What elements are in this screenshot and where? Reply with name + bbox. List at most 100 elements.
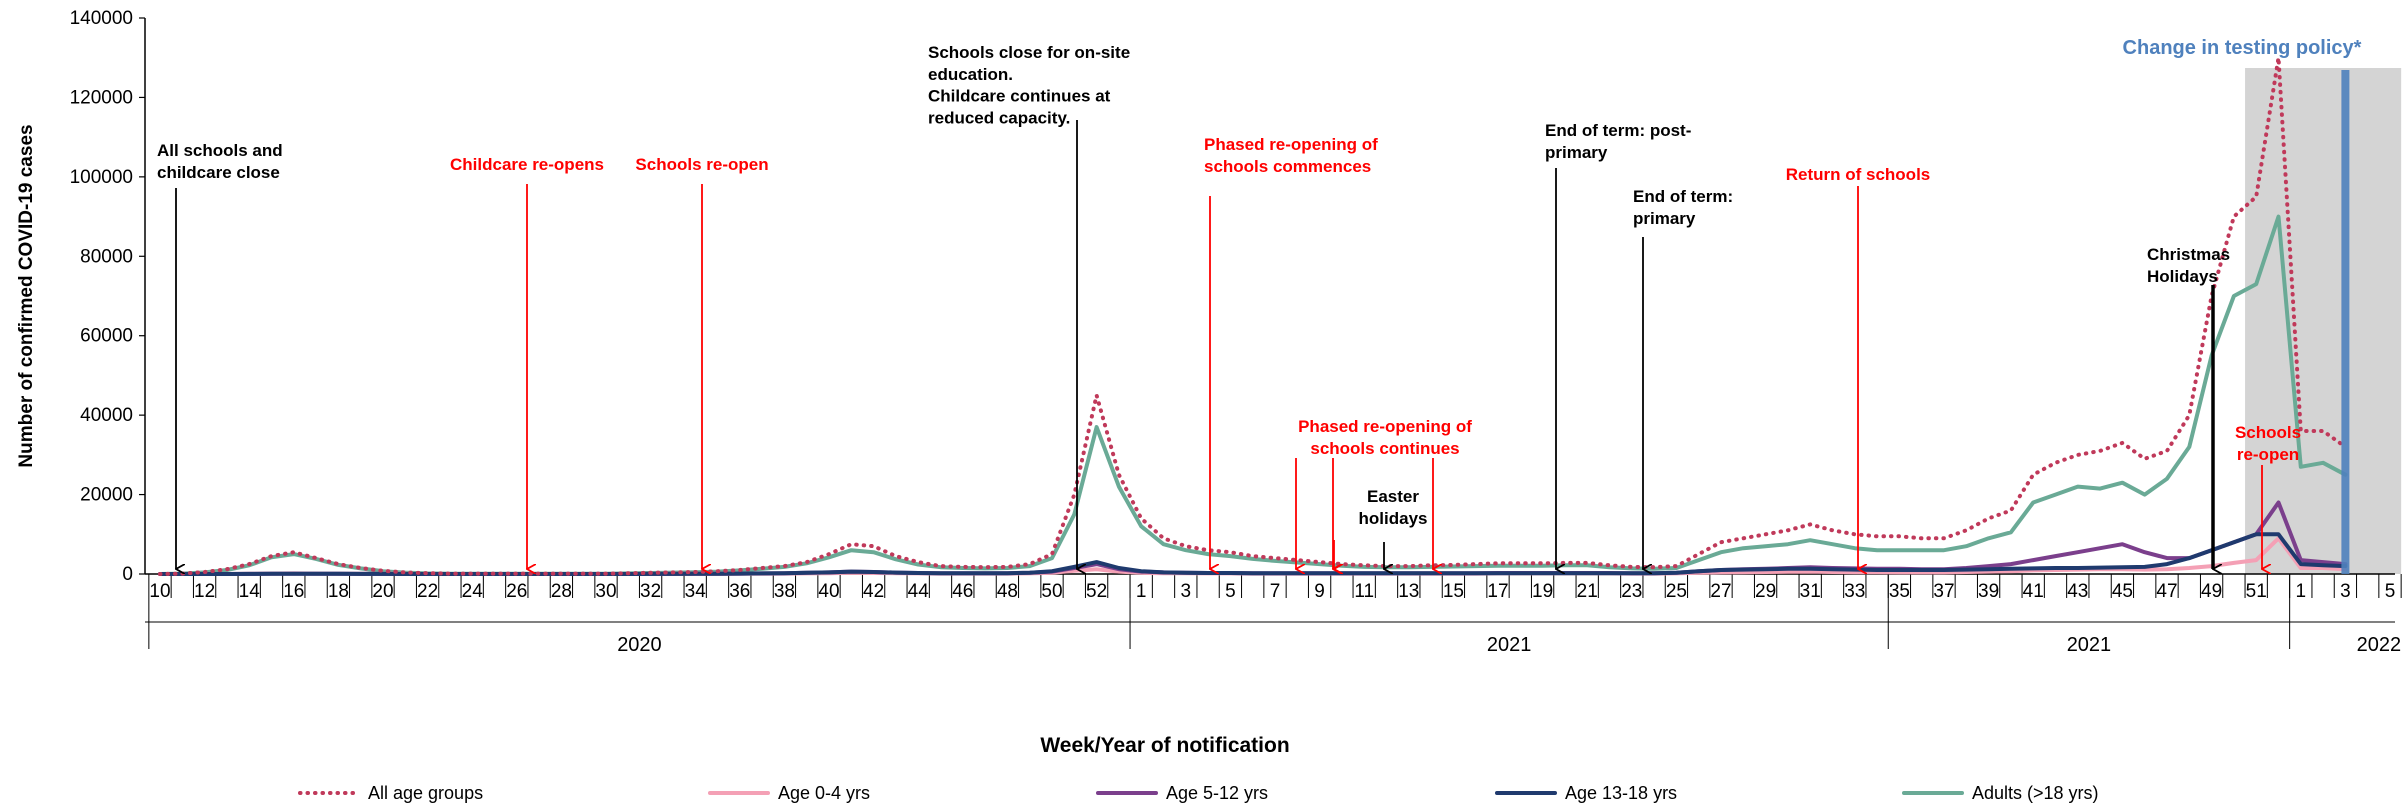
x-tick-label: 20 — [372, 581, 393, 602]
legend-label: Adults (>18 yrs) — [1972, 783, 2099, 803]
x-tick-label: 5 — [2385, 581, 2396, 602]
x-tick-label: 22 — [417, 581, 438, 602]
annotation-childcare-re-opens: Childcare re-opens — [450, 155, 604, 174]
x-tick-label: 45 — [2112, 581, 2133, 602]
annotation-line: Return of schools — [1786, 165, 1931, 184]
y-tick-label: 100000 — [70, 167, 133, 188]
y-tick-label: 120000 — [70, 87, 133, 108]
x-tick-label: 26 — [506, 581, 527, 602]
x-tick-label: 16 — [283, 581, 304, 602]
year-label: 2021 — [1487, 634, 1532, 656]
x-tick-label: 18 — [328, 581, 349, 602]
x-tick-label: 39 — [1978, 581, 1999, 602]
x-tick-label: 19 — [1532, 581, 1553, 602]
x-tick-label: 38 — [774, 581, 795, 602]
x-tick-label: 10 — [149, 581, 170, 602]
shaded-period — [2245, 68, 2402, 574]
x-tick-label: 33 — [1844, 581, 1865, 602]
x-tick-label: 43 — [2067, 581, 2088, 602]
annotation-line: Holidays — [2147, 267, 2218, 286]
annotation-line: primary — [1633, 209, 1696, 228]
annotation-line: Easter — [1367, 487, 1419, 506]
y-tick-label: 60000 — [80, 326, 133, 347]
annotation-line: Phased re-opening of — [1204, 135, 1378, 154]
series-line-adults-18-yrs- — [158, 214, 2348, 576]
annotation-end-of-term-primary: End of term: primary — [1633, 187, 1733, 228]
x-tick-label: 28 — [551, 581, 572, 602]
x-tick-label: 12 — [194, 581, 215, 602]
x-tick-label: 49 — [2201, 581, 2222, 602]
x-tick-label: 15 — [1443, 581, 1464, 602]
x-tick-label: 40 — [818, 581, 839, 602]
x-tick-label: 37 — [1933, 581, 1954, 602]
y-tick-label: 140000 — [70, 8, 133, 29]
x-tick-label: 14 — [239, 581, 261, 602]
x-tick-label: 27 — [1710, 581, 1731, 602]
x-tick-label: 34 — [685, 581, 707, 602]
x-tick-label: 41 — [2023, 581, 2044, 602]
annotation-line: education. — [928, 65, 1013, 84]
annotation-phased-re-opening-of-schools-continues: Phased re-opening of schools continues — [1298, 417, 1472, 458]
annotation-schools-re-open: Schools re-open — [635, 155, 768, 174]
legend-label: Age 5-12 yrs — [1166, 783, 1268, 803]
annotation-line: Schools — [2235, 423, 2301, 442]
x-tick-label: 47 — [2156, 581, 2177, 602]
annotation-phased-re-opening-of-schools-commences: Phased re-opening of schools commences — [1204, 135, 1378, 176]
y-tick-label: 40000 — [80, 405, 133, 426]
x-tick-label: 11 — [1354, 581, 1374, 602]
annotation-line: childcare close — [157, 163, 280, 182]
annotation-line: All schools and — [157, 141, 283, 160]
x-tick-label: 13 — [1398, 581, 1419, 602]
y-tick-label: 80000 — [80, 246, 133, 267]
x-tick-label: 1 — [1136, 581, 1147, 602]
annotation-schools-re-open: Schools re-open — [2235, 423, 2301, 464]
annotation-line: Schools close for on-site — [928, 43, 1130, 62]
policy-change-label: Change in testing policy* — [2123, 37, 2362, 59]
annotation-end-of-term-post-primary: End of term: post-primary — [1545, 121, 1691, 162]
y-tick-label: 0 — [122, 564, 133, 585]
annotation-line: End of term: post- — [1545, 121, 1691, 140]
x-tick-label: 1 — [2296, 581, 2307, 602]
year-label: 2020 — [617, 634, 662, 656]
x-tick-label: 3 — [1181, 581, 1192, 602]
x-tick-label: 23 — [1621, 581, 1642, 602]
annotation-line: End of term: — [1633, 187, 1733, 206]
x-tick-label: 51 — [2246, 581, 2267, 602]
annotation-line: schools commences — [1204, 157, 1371, 176]
x-tick-label: 17 — [1487, 581, 1508, 602]
x-tick-label: 25 — [1666, 581, 1687, 602]
legend-label: All age groups — [368, 783, 483, 803]
y-tick-label: 20000 — [80, 485, 133, 506]
x-tick-label: 32 — [640, 581, 661, 602]
annotation-line: Schools re-open — [635, 155, 768, 174]
legend-label: Age 13-18 yrs — [1565, 783, 1677, 803]
annotation-schools-close-for-on-site-education-childcare-continues-at-reduced-capacity: Schools close for on-site education. Child… — [928, 43, 1130, 127]
x-tick-label: 48 — [997, 581, 1018, 602]
x-tick-label: 30 — [595, 581, 616, 602]
series-line-all-age-groups — [158, 55, 2348, 576]
y-axis-title: Number of confirmed COVID-19 cases — [16, 124, 37, 467]
annotation-line: reduced capacity. — [928, 108, 1070, 127]
annotation-line: Childcare re-opens — [450, 155, 604, 174]
legend-label: Age 0-4 yrs — [778, 783, 870, 803]
year-label: 2022 — [2357, 634, 2402, 656]
x-tick-label: 9 — [1314, 581, 1325, 602]
annotation-return-of-schools: Return of schools — [1786, 165, 1931, 184]
annotation-line: primary — [1545, 143, 1608, 162]
x-tick-label: 3 — [2340, 581, 2351, 602]
x-tick-label: 44 — [908, 581, 930, 602]
x-tick-label: 46 — [952, 581, 973, 602]
annotation-line: re-open — [2237, 445, 2299, 464]
x-tick-label: 29 — [1755, 581, 1776, 602]
x-tick-label: 35 — [1889, 581, 1910, 602]
annotation-line: holidays — [1359, 509, 1428, 528]
annotation-line: Childcare continues at — [928, 87, 1111, 106]
annotation-line: Christmas — [2147, 245, 2230, 264]
annotation-line: schools continues — [1310, 439, 1459, 458]
x-tick-label: 21 — [1577, 581, 1598, 602]
series-line-age-13-18-yrs — [158, 532, 2348, 576]
annotation-christmas-holidays: Christmas Holidays — [2147, 245, 2230, 286]
series-line-age-5-12-yrs — [158, 500, 2348, 576]
